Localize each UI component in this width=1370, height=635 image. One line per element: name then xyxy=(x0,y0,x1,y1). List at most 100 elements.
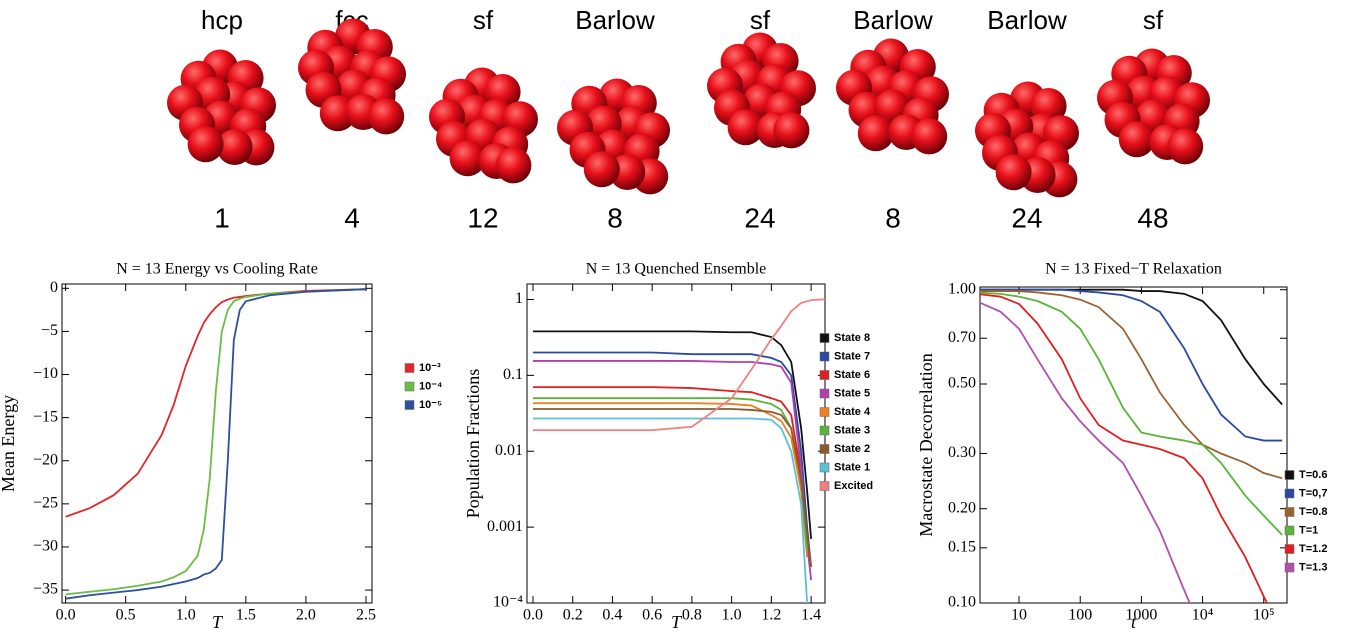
legend-label: State 3 xyxy=(834,424,870,436)
legend-label: State 2 xyxy=(834,443,870,455)
sphere xyxy=(495,147,531,183)
series-line xyxy=(533,403,807,557)
y-tick-label: 0.10 xyxy=(948,594,976,611)
series-line xyxy=(533,419,807,603)
series-line xyxy=(533,409,811,567)
y-axis-label: Mean Energy xyxy=(0,395,18,492)
x-tick-label: 2.0 xyxy=(296,607,316,624)
legend-swatch xyxy=(820,482,829,491)
y-axis-label: Macrostate Decorrelation xyxy=(916,353,936,536)
legend-label: State 8 xyxy=(834,332,870,344)
cluster xyxy=(429,68,538,184)
chart-title: N = 13 Quenched Ensemble xyxy=(586,261,767,278)
x-axis-label: T xyxy=(212,612,224,632)
y-tick-label: 10⁻⁴ xyxy=(493,594,523,611)
y-tick-label: 1.00 xyxy=(948,280,976,297)
cluster-label: Barlow xyxy=(853,5,933,35)
sphere xyxy=(1167,128,1203,164)
series-line xyxy=(66,289,366,599)
y-tick-label: 0.15 xyxy=(948,539,976,556)
cluster-count: 8 xyxy=(607,202,623,233)
x-tick-label: 1000 xyxy=(1125,607,1157,624)
cluster-label: sf xyxy=(1143,5,1164,35)
cluster-label: Barlow xyxy=(575,5,655,35)
legend-label: T=1.3 xyxy=(1299,561,1327,573)
x-tick-label: 0.5 xyxy=(116,607,136,624)
sphere xyxy=(584,151,620,187)
series-line xyxy=(533,361,811,580)
x-tick-label: 1.0 xyxy=(176,607,196,624)
cluster-count: 24 xyxy=(744,202,775,233)
legend-label: 10⁻⁵ xyxy=(419,399,442,411)
legend-swatch xyxy=(820,445,829,454)
y-axis-label: Population Fractions xyxy=(463,369,483,519)
plot-frame xyxy=(980,287,1287,603)
y-tick-label: −15 xyxy=(33,408,58,425)
y-tick-label: 0.1 xyxy=(503,366,523,383)
series-line xyxy=(533,353,811,567)
legend-swatch xyxy=(1285,489,1294,498)
y-tick-label: −35 xyxy=(33,581,58,598)
y-tick-label: 0.001 xyxy=(487,518,523,535)
series-line xyxy=(976,290,1282,441)
legend-swatch xyxy=(1285,508,1294,517)
legend-label: State 4 xyxy=(834,406,871,418)
legend-swatch xyxy=(820,352,829,361)
cluster-label: sf xyxy=(473,5,494,35)
legend-swatch xyxy=(405,401,414,410)
y-tick-label: 0.70 xyxy=(948,329,976,346)
y-tick-label: 1 xyxy=(515,290,523,307)
cluster xyxy=(167,50,276,166)
legend-label: State 1 xyxy=(834,461,870,473)
y-tick-label: −20 xyxy=(33,451,58,468)
legend-swatch xyxy=(820,334,829,343)
x-tick-label: 0.8 xyxy=(682,607,702,624)
cluster xyxy=(975,82,1079,198)
chart-title: N = 13 Energy vs Cooling Rate xyxy=(116,261,318,278)
series-line xyxy=(976,292,1282,534)
sphere xyxy=(1119,121,1155,157)
cluster xyxy=(298,19,406,135)
legend-label: State 5 xyxy=(834,387,870,399)
cluster-count: 48 xyxy=(1137,202,1168,233)
series-line xyxy=(533,299,831,430)
y-tick-label: −5 xyxy=(41,322,58,339)
legend-label: T=1 xyxy=(1299,524,1318,536)
figure: hcp1fcc4sf12Barlow8sf24Barlow8Barlow24sf… xyxy=(0,0,1370,635)
legend-label: T=0.8 xyxy=(1299,506,1327,518)
x-tick-label: 0.2 xyxy=(563,607,583,624)
legend-swatch xyxy=(1285,545,1294,554)
x-tick-label: 10⁴ xyxy=(1192,607,1214,624)
sphere xyxy=(996,154,1032,190)
cluster xyxy=(707,33,816,149)
legend-swatch xyxy=(820,426,829,435)
legend-swatch xyxy=(1285,471,1294,480)
x-tick-label: 10⁵ xyxy=(1253,607,1275,624)
x-tick-label: 2.5 xyxy=(356,607,376,624)
y-tick-label: 0.01 xyxy=(495,442,523,459)
legend-swatch xyxy=(820,408,829,417)
y-tick-label: 0.20 xyxy=(948,499,976,516)
legend-swatch xyxy=(1285,563,1294,572)
series-line xyxy=(976,291,1282,478)
sphere xyxy=(911,118,947,154)
legend-swatch xyxy=(405,364,414,373)
legend-label: State 7 xyxy=(834,350,870,362)
x-tick-label: 1.5 xyxy=(236,607,256,624)
x-tick-label: 1.2 xyxy=(761,607,781,624)
sphere xyxy=(188,126,224,162)
y-tick-label: 0.50 xyxy=(948,375,976,392)
x-tick-label: 1.4 xyxy=(801,607,821,624)
y-tick-label: −10 xyxy=(33,365,58,382)
legend-label: T=1.2 xyxy=(1299,543,1327,555)
x-tick-label: 1.0 xyxy=(722,607,742,624)
x-tick-label: 0.0 xyxy=(523,607,543,624)
series-line xyxy=(976,301,1202,633)
y-tick-label: 0.30 xyxy=(948,444,976,461)
cluster xyxy=(836,39,949,155)
legend-swatch xyxy=(820,463,829,472)
x-tick-label: 0.0 xyxy=(56,607,76,624)
legend-label: Excited xyxy=(834,480,873,492)
plot-frame xyxy=(62,284,372,603)
cluster-label: sf xyxy=(750,5,771,35)
